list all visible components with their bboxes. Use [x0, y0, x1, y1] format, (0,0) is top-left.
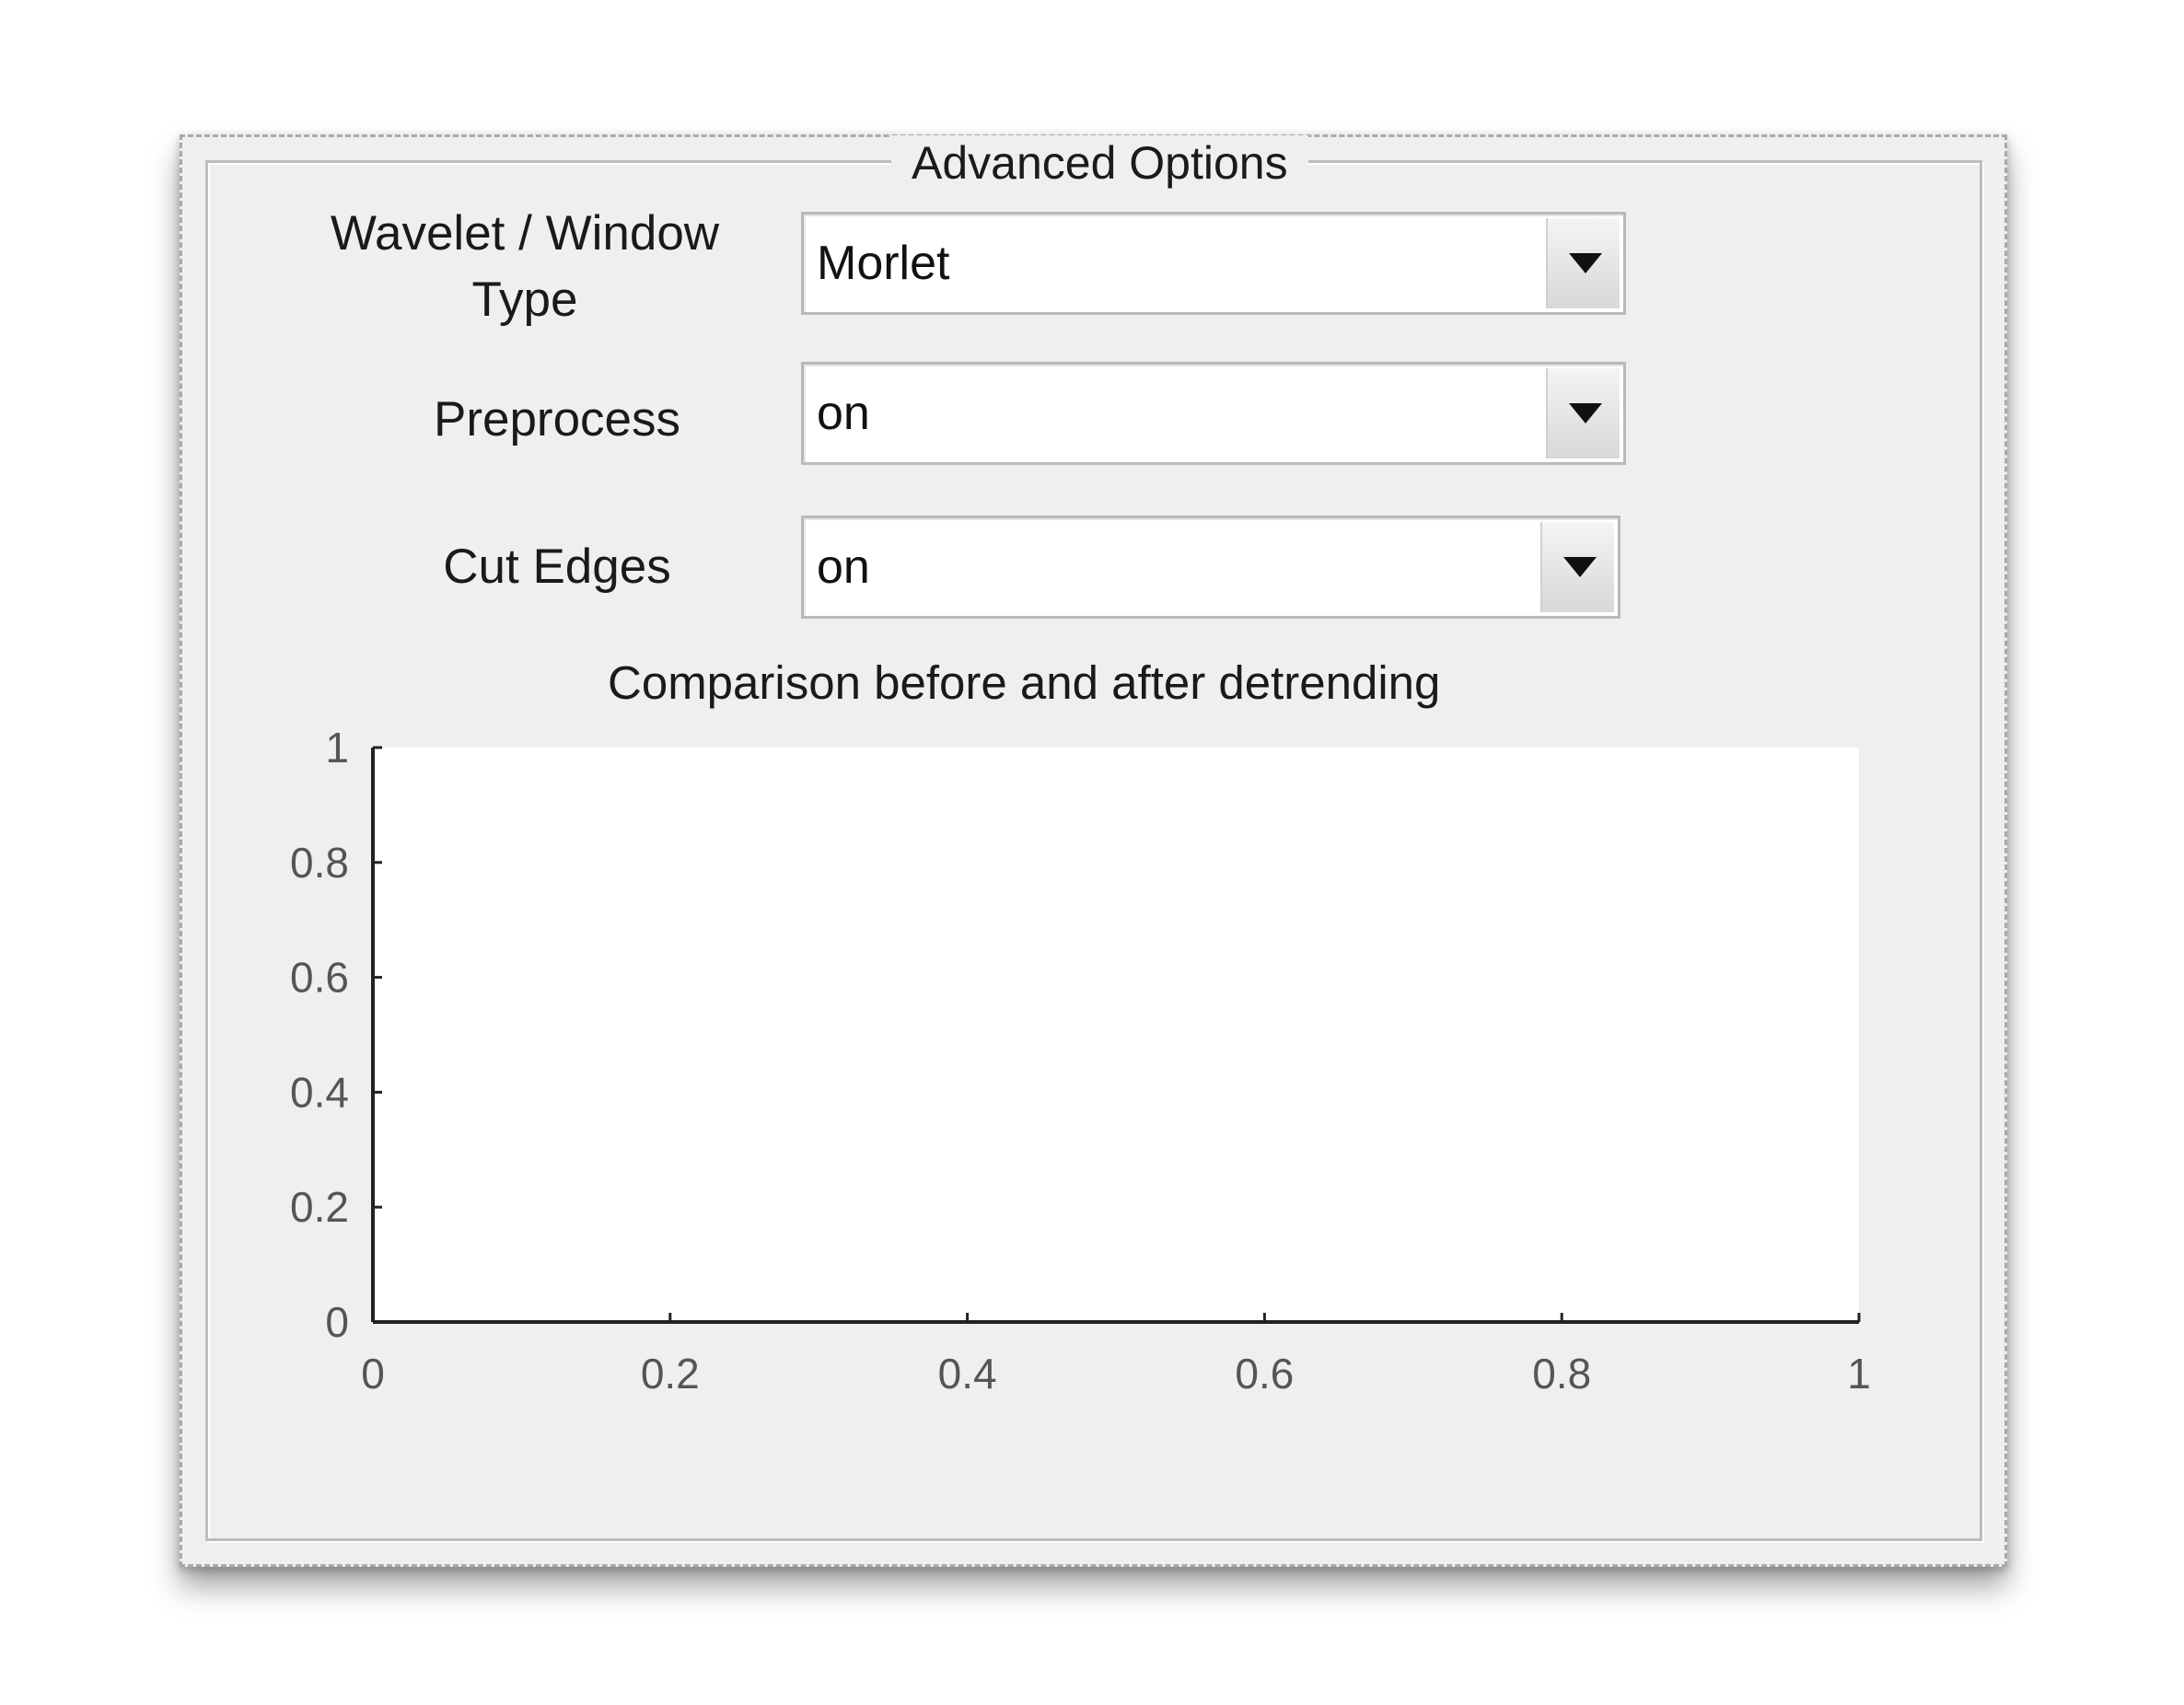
- x-tick-label: 0: [361, 1350, 385, 1398]
- chevron-down-icon: [1563, 557, 1597, 577]
- preprocess-dropdown[interactable]: on: [801, 362, 1626, 465]
- preprocess-dropdown-button[interactable]: [1546, 368, 1620, 458]
- cut-edges-value: on: [817, 540, 870, 594]
- wavelet-type-label: Wavelet / Window Type: [304, 201, 746, 333]
- cut-edges-label: Cut Edges: [443, 539, 671, 594]
- cut-edges-dropdown-button[interactable]: [1540, 522, 1614, 612]
- x-tick-label: 0.2: [641, 1350, 700, 1398]
- chevron-down-icon: [1569, 403, 1602, 423]
- cut-edges-dropdown[interactable]: on: [801, 516, 1621, 619]
- x-tick-label: 1: [1847, 1350, 1871, 1398]
- y-tick-label: 0.2: [290, 1183, 349, 1231]
- preprocess-label: Preprocess: [433, 392, 681, 447]
- plot-area: [373, 748, 1859, 1322]
- x-tick-label: 0.4: [938, 1350, 997, 1398]
- y-tick-label: 0.4: [290, 1068, 349, 1116]
- y-tick-label: 0.6: [290, 954, 349, 1002]
- y-tick-label: 0.8: [290, 839, 349, 887]
- wavelet-type-label-line2: Type: [471, 273, 578, 327]
- wavelet-type-dropdown-button[interactable]: [1546, 218, 1620, 308]
- wavelet-type-value: Morlet: [817, 237, 950, 290]
- x-tick-label: 0.8: [1532, 1350, 1591, 1398]
- plot-title: Comparison before and after detrending: [608, 656, 1441, 709]
- preprocess-value: on: [817, 387, 870, 440]
- x-tick-label: 0.6: [1235, 1350, 1294, 1398]
- y-tick-label: 1: [325, 724, 349, 771]
- wavelet-type-label-line1: Wavelet / Window: [330, 206, 720, 261]
- advanced-options-panel: Advanced Options: [205, 135, 1982, 1541]
- panel-title: Advanced Options: [891, 135, 1308, 191]
- wavelet-type-dropdown[interactable]: Morlet: [801, 212, 1626, 315]
- y-tick-label: 0: [325, 1298, 349, 1346]
- chevron-down-icon: [1569, 253, 1602, 273]
